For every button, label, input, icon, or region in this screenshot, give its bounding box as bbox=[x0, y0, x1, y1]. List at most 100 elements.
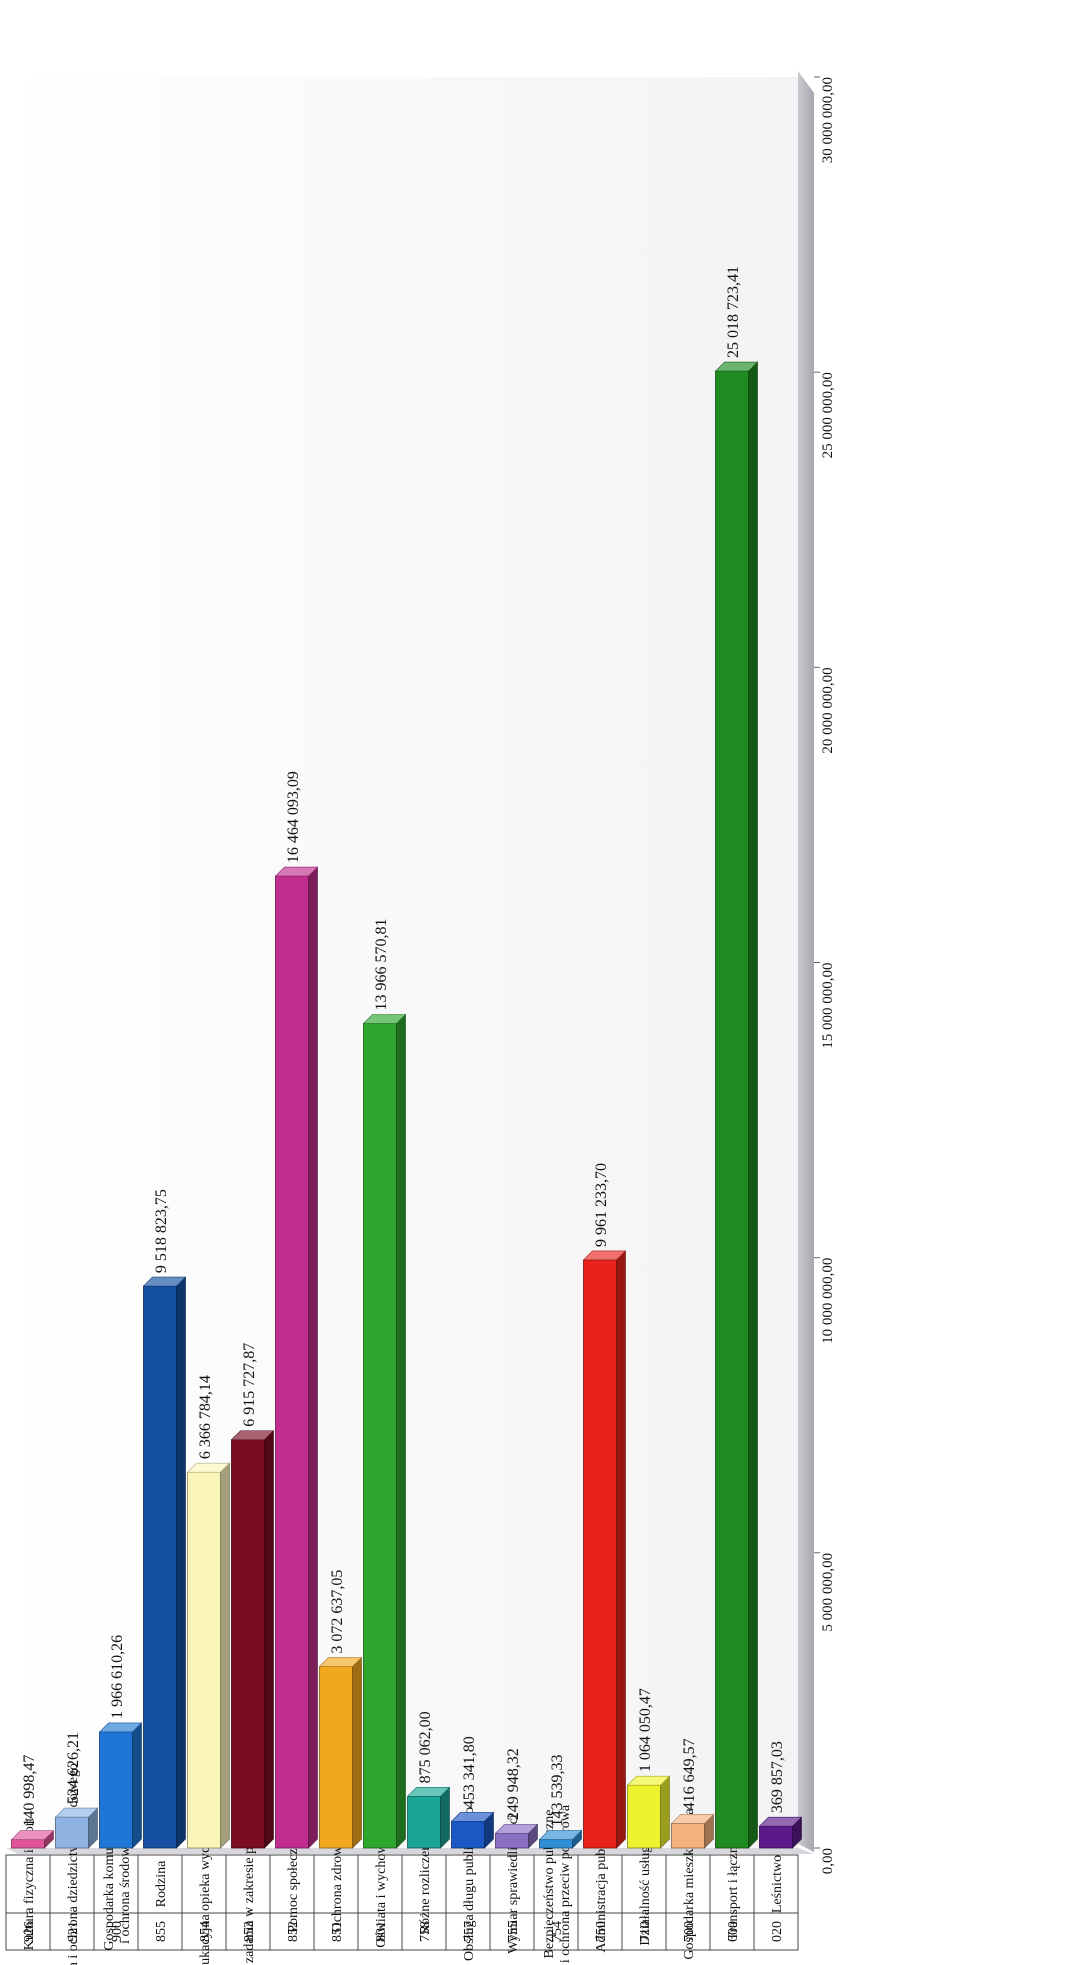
bar-side bbox=[264, 1430, 274, 1849]
bar-side bbox=[396, 1013, 406, 1849]
category-code: 754 bbox=[550, 1921, 565, 1942]
category-name: Rodzina bbox=[154, 1860, 169, 1907]
category-name: Różne rozliczenia bbox=[418, 1833, 433, 1934]
category-name: Wymiar sprawiedliwości bbox=[506, 1814, 521, 1954]
bar bbox=[450, 1811, 495, 1849]
bar-top bbox=[54, 1807, 99, 1818]
category-code: 921 bbox=[66, 1921, 81, 1942]
bar-top bbox=[538, 1830, 583, 1840]
bar-side bbox=[440, 1786, 450, 1849]
bar bbox=[714, 361, 759, 1849]
bar bbox=[670, 1813, 715, 1849]
data-label: 13 966 570,81 bbox=[373, 919, 390, 1011]
bar-front bbox=[715, 370, 749, 1849]
category-code: 757 bbox=[462, 1921, 477, 1942]
category-code: 854 bbox=[198, 1921, 213, 1942]
category-code: 020 bbox=[770, 1921, 785, 1942]
category-name: Kultura fizyczna i sport bbox=[22, 1818, 37, 1951]
bar-top bbox=[362, 1014, 407, 1024]
bar bbox=[274, 866, 319, 1849]
bar bbox=[98, 1722, 143, 1849]
bar-front bbox=[55, 1816, 89, 1849]
category-code: 900 bbox=[110, 1921, 125, 1942]
bar-front bbox=[539, 1839, 573, 1849]
category-name: Leśnictwo bbox=[770, 1855, 785, 1913]
bar-top bbox=[582, 1250, 627, 1261]
data-label: 369 857,03 bbox=[769, 1741, 786, 1813]
bar bbox=[494, 1823, 539, 1849]
category-name: Ochrona zdrowia bbox=[330, 1835, 345, 1933]
category-name: Działalność usługowa bbox=[638, 1822, 653, 1946]
bar bbox=[362, 1013, 407, 1849]
bar-top bbox=[10, 1830, 55, 1840]
bar-top bbox=[186, 1462, 231, 1473]
category-code: 852 bbox=[286, 1921, 301, 1942]
bar bbox=[626, 1775, 671, 1849]
bar-top bbox=[318, 1657, 363, 1667]
bar bbox=[406, 1786, 451, 1849]
bar-top bbox=[274, 866, 319, 877]
bar-front bbox=[583, 1259, 617, 1849]
bar-front bbox=[187, 1471, 221, 1849]
category-code: 851 bbox=[330, 1921, 345, 1942]
data-label: 453 341,80 bbox=[461, 1736, 478, 1808]
x-tick-label: 25 000 000,00 bbox=[820, 372, 836, 458]
category-code: 758 bbox=[418, 1921, 433, 1942]
bar-top bbox=[494, 1823, 539, 1834]
category-code: 926 bbox=[22, 1921, 37, 1942]
bar-side bbox=[132, 1722, 142, 1849]
data-label: 25 018 723,41 bbox=[725, 266, 742, 358]
category-name: Administracja publiczna bbox=[594, 1815, 609, 1953]
bar-front bbox=[99, 1731, 133, 1849]
bar bbox=[758, 1816, 803, 1849]
bar-side bbox=[176, 1276, 186, 1849]
value-axis: 0,00 5 000 000,00 10 000 000,00 15 000 000,… bbox=[814, 76, 836, 1874]
x-tick-label: 5 000 000,00 bbox=[820, 1553, 836, 1632]
category-code: 700 bbox=[682, 1921, 697, 1942]
bar-side bbox=[220, 1462, 230, 1849]
bar-side bbox=[616, 1250, 626, 1849]
bar-top bbox=[406, 1787, 451, 1797]
data-label: 875 062,00 bbox=[417, 1711, 434, 1783]
bar-top bbox=[670, 1814, 715, 1824]
bar-front bbox=[407, 1795, 441, 1849]
bar bbox=[230, 1430, 275, 1849]
bar bbox=[318, 1656, 363, 1849]
x-tick-label: 20 000 000,00 bbox=[820, 667, 836, 753]
bar-top bbox=[230, 1430, 275, 1441]
data-label: 6 915 727,87 bbox=[241, 1343, 258, 1427]
data-label: 16 464 093,09 bbox=[285, 771, 302, 863]
category-name: Gospodarka komunalnai ochrona środowiska bbox=[102, 1817, 133, 1951]
bar-side bbox=[308, 866, 318, 1849]
bar-front bbox=[363, 1023, 397, 1849]
bar-front bbox=[319, 1666, 353, 1849]
data-label: 524 626,21 bbox=[65, 1732, 82, 1804]
bar-front bbox=[143, 1285, 177, 1849]
plot-base bbox=[6, 1848, 814, 1854]
category-code: 855 bbox=[154, 1921, 169, 1942]
category-name: Oświata i wychowanie bbox=[374, 1820, 389, 1948]
data-label: 6 366 784,14 bbox=[197, 1375, 214, 1459]
bar-side bbox=[748, 361, 758, 1849]
category-code: 853 bbox=[242, 1921, 257, 1942]
x-tick-label: 15 000 000,00 bbox=[820, 963, 836, 1049]
data-label: 3 072 637,05 bbox=[329, 1570, 346, 1654]
bar bbox=[54, 1807, 99, 1849]
bars bbox=[10, 361, 803, 1849]
bar-top bbox=[714, 361, 759, 372]
category-code: 801 bbox=[374, 1921, 389, 1942]
bar-front bbox=[671, 1823, 705, 1849]
bar-top bbox=[98, 1722, 143, 1733]
bar-top bbox=[450, 1811, 495, 1822]
data-label: 1 064 050,47 bbox=[637, 1688, 654, 1772]
category-name: Transport i łączność bbox=[726, 1827, 741, 1940]
bar-side bbox=[352, 1656, 362, 1849]
bar-front bbox=[275, 875, 309, 1849]
data-label: 249 948,32 bbox=[505, 1748, 522, 1820]
category-code: 755 bbox=[506, 1921, 521, 1942]
category-code: 750 bbox=[594, 1921, 609, 1942]
category-code: 710 bbox=[638, 1921, 653, 1942]
data-label: 143 539,33 bbox=[549, 1755, 566, 1827]
